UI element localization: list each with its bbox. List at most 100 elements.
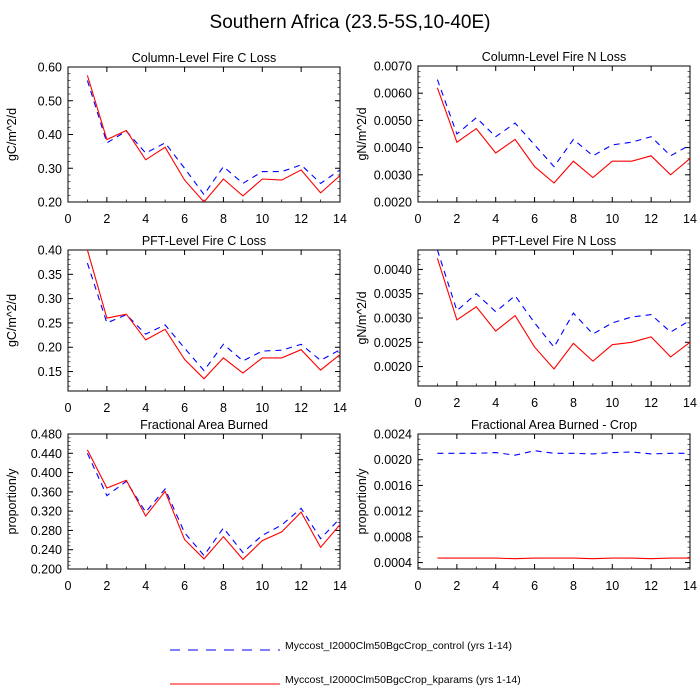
y-tick-label: 0.0030 [374,312,412,326]
y-tick-label: 0.280 [31,524,62,538]
panel-3: PFT-Level Fire C Loss gC/m^2/d 0 2 4 6 8 10 12 14… [5,234,347,415]
y-axis-label: proportion/y [355,468,369,535]
y-axis-label: gN/m^2/d [355,291,369,344]
legend-item-kparams: Myccost_I2000Clm50BgcCrop_kparams (yrs 1… [170,674,690,694]
x-tick-label: 4 [492,396,499,410]
x-tick-label: 4 [492,579,499,593]
series-line-kparams [86,449,340,561]
x-tick-label: 6 [181,401,188,415]
panel-5: Fractional Area Burned proportion/y 0 2 4 6 8 1… [5,418,347,593]
x-tick-label: 0 [415,212,422,226]
y-tick-label: 0.20 [38,341,62,355]
x-tick-label: 0 [415,396,422,410]
y-tick-label: 0.360 [31,485,62,499]
y-tick-label: 0.40 [38,128,62,142]
x-tick-label: 12 [644,212,658,226]
x-tick-label: 12 [294,212,308,226]
series-line-control [86,453,340,557]
x-tick-label: 8 [570,579,577,593]
x-tick-label: 0 [415,579,422,593]
x-tick-label: 14 [333,401,347,415]
y-tick-label: 0.240 [31,543,62,557]
y-tick-label: 0.0050 [374,114,412,128]
panel-title: PFT-Level Fire C Loss [142,234,266,248]
y-tick-label: 0.0025 [374,336,412,350]
x-tick-label: 10 [605,212,619,226]
x-tick-label: 2 [103,401,110,415]
series-line-kparams [437,557,690,560]
series-line-kparams [86,250,340,380]
series-line-kparams [86,75,340,202]
x-tick-label: 14 [333,579,347,593]
panel-title: PFT-Level Fire N Loss [492,234,616,248]
x-tick-label: 0 [65,212,72,226]
y-tick-label: 0.0030 [374,168,412,182]
x-tick-label: 0 [65,579,72,593]
x-tick-label: 10 [255,579,269,593]
series-line-control [86,80,340,196]
x-tick-label: 14 [333,212,347,226]
y-tick-label: 0.35 [38,268,62,282]
y-tick-label: 0.320 [31,505,62,519]
y-tick-label: 0.40 [38,244,62,258]
y-tick-label: 0.0012 [374,505,412,519]
x-tick-label: 2 [453,212,460,226]
y-axis-label: gC/m^2/d [5,294,19,347]
x-tick-label: 4 [492,212,499,226]
x-tick-label: 4 [142,401,149,415]
x-tick-label: 2 [103,579,110,593]
x-tick-label: 6 [181,579,188,593]
x-tick-label: 6 [531,212,538,226]
series-line-control [86,262,340,372]
x-tick-label: 10 [255,401,269,415]
x-tick-label: 6 [531,579,538,593]
panel-6: Fractional Area Burned - Crop proportion/… [355,418,697,593]
y-tick-label: 0.0040 [374,263,412,277]
y-axis-label: proportion/y [5,468,19,535]
y-tick-label: 0.15 [38,365,62,379]
x-tick-label: 0 [65,401,72,415]
legend-label-control: Myccost_I2000Clm50BgcCrop_control (yrs 1… [285,640,513,652]
plot-frame [417,65,691,203]
x-tick-label: 8 [570,212,577,226]
x-tick-label: 8 [220,401,227,415]
plot-frame [67,433,341,570]
y-tick-label: 0.480 [31,428,62,442]
y-tick-label: 0.0016 [374,479,412,493]
x-tick-label: 2 [453,396,460,410]
legend-label-kparams: Myccost_I2000Clm50BgcCrop_kparams (yrs 1… [285,674,521,686]
y-tick-label: 0.0020 [374,360,412,374]
y-tick-label: 0.0020 [374,196,412,210]
y-tick-label: 0.0035 [374,287,412,301]
x-tick-label: 12 [644,396,658,410]
legend-swatch-control [170,649,280,651]
y-tick-label: 0.0008 [374,530,412,544]
panel-title: Fractional Area Burned - Crop [471,418,637,432]
x-tick-label: 8 [220,579,227,593]
series-line-control [437,450,690,456]
series-line-kparams [436,258,690,370]
y-tick-label: 0.0060 [374,87,412,101]
x-tick-label: 14 [683,579,697,593]
y-axis-label: gC/m^2/d [5,108,19,161]
y-tick-label: 0.0020 [374,453,412,467]
x-tick-label: 14 [683,212,697,226]
panel-1: Column-Level Fire C Loss gC/m^2/d 0 2 4 6 8 10 1… [5,51,347,226]
x-tick-label: 12 [294,401,308,415]
y-tick-label: 0.20 [38,196,62,210]
legend-item-control: Myccost_I2000Clm50BgcCrop_control (yrs 1… [170,640,690,660]
panel-title: Column-Level Fire N Loss [482,50,627,64]
figure-title: Southern Africa (23.5-5S,10-40E) [209,12,491,33]
y-tick-label: 0.0024 [374,428,412,442]
x-tick-label: 10 [605,579,619,593]
x-tick-label: 12 [294,579,308,593]
y-tick-label: 0.400 [31,466,62,480]
y-tick-label: 0.440 [31,447,62,461]
x-tick-label: 2 [103,212,110,226]
x-tick-label: 4 [142,579,149,593]
y-tick-label: 0.0004 [374,556,412,570]
x-tick-label: 6 [181,212,188,226]
y-tick-label: 0.30 [38,292,62,306]
y-tick-label: 0.25 [38,316,62,330]
